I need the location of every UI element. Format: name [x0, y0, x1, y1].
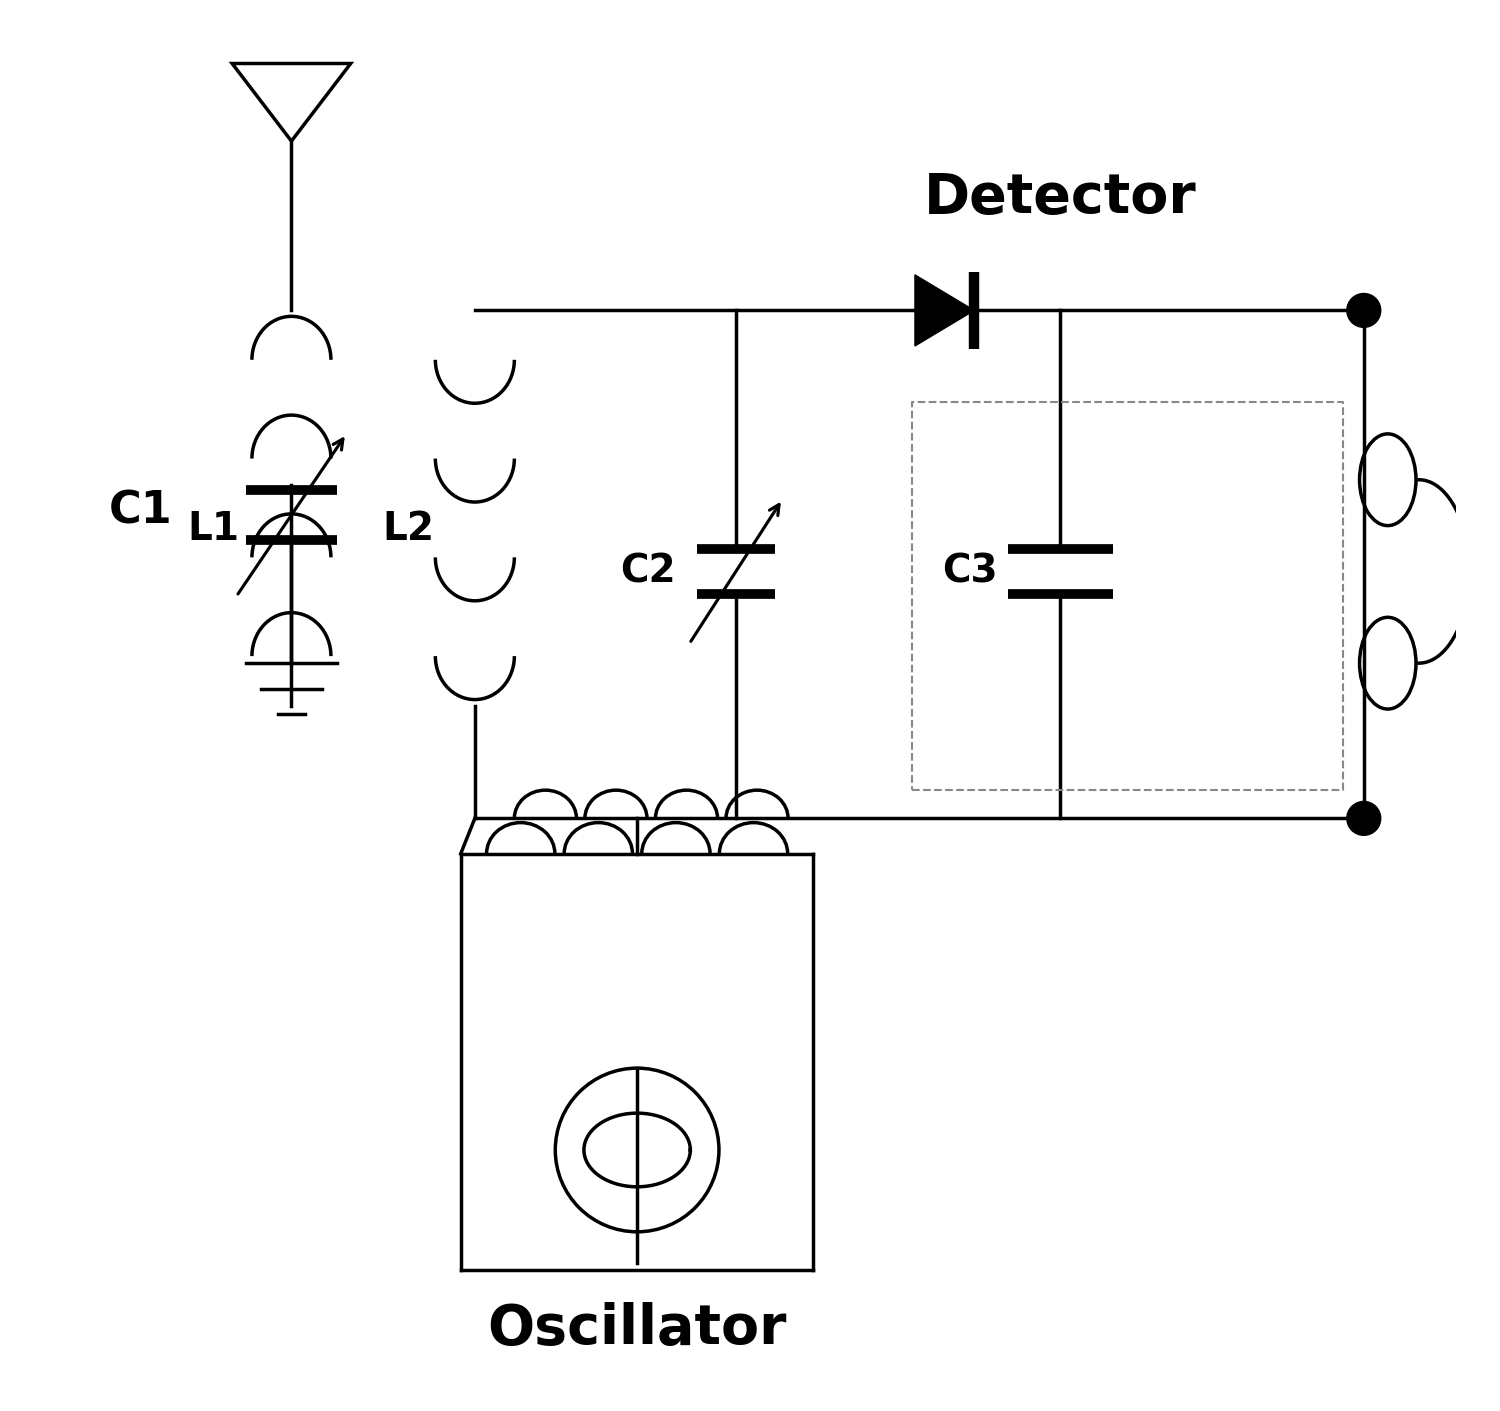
Text: Oscillator: Oscillator	[488, 1302, 788, 1356]
Circle shape	[1347, 293, 1380, 327]
Text: Detector: Detector	[924, 171, 1197, 224]
Text: C2: C2	[621, 553, 676, 590]
Text: L1: L1	[188, 511, 240, 547]
Text: C3: C3	[942, 553, 998, 590]
Circle shape	[1347, 801, 1380, 835]
Text: C1: C1	[108, 490, 172, 532]
Text: L2: L2	[382, 511, 435, 547]
Polygon shape	[915, 275, 974, 346]
